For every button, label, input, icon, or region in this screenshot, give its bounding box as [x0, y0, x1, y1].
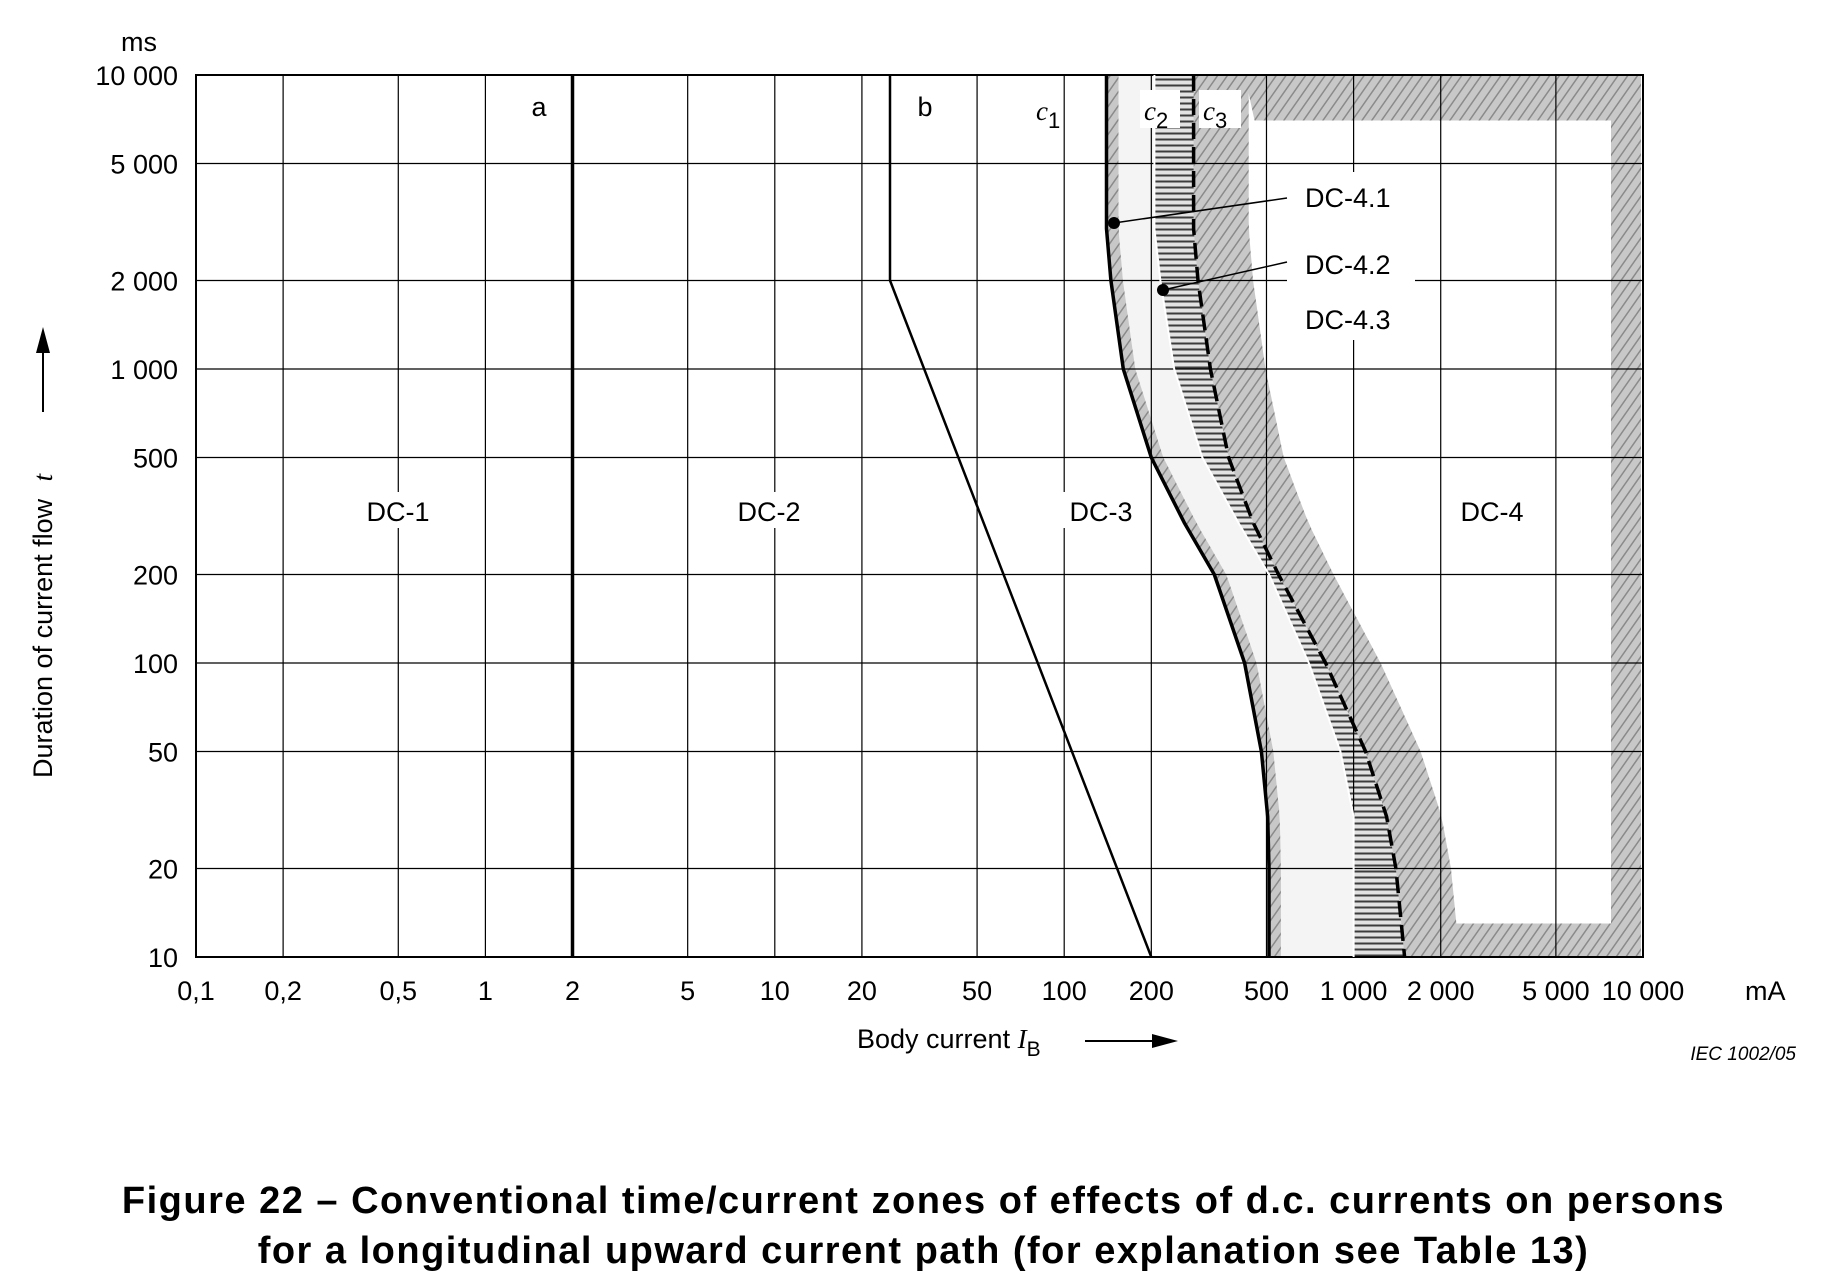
x-tick-label: 2 000: [1407, 976, 1475, 1006]
x-tick-label: 1 000: [1320, 976, 1388, 1006]
x-tick-label: 50: [962, 976, 992, 1006]
y-tick-label: 50: [148, 738, 178, 768]
y-tick-label: 20: [148, 854, 178, 884]
annotation-dc42: DC-4.2: [1305, 250, 1391, 280]
y-tick-label: 10: [148, 943, 178, 973]
curve-label-c2-sub: 2: [1156, 108, 1168, 133]
y-axis-arrow-icon: [36, 327, 50, 412]
c3-label-backdrop: [1199, 90, 1241, 128]
caption-line-2: for a longitudinal upward current path (…: [257, 1230, 1590, 1272]
y-tick-label: 5 000: [110, 150, 178, 180]
curve-label-c1-base: c: [1036, 96, 1048, 126]
zone-dc3-backdrop: [1063, 492, 1139, 528]
x-tick-label: 100: [1042, 976, 1087, 1006]
shaded-regions: [1106, 75, 1641, 957]
x-tick-label: 10 000: [1602, 976, 1685, 1006]
x-unit-label: mA: [1745, 976, 1786, 1006]
y-axis-label-prefix: Duration of current flow: [28, 491, 58, 778]
zone-label-dc4: DC-4: [1460, 497, 1523, 527]
x-axis-arrow-icon: [1085, 1034, 1178, 1048]
y-unit-label: ms: [121, 27, 157, 57]
zone-label-dc1: DC-1: [366, 497, 429, 527]
curve-label-c3: c3: [1203, 96, 1227, 133]
x-tick-label: 20: [847, 976, 877, 1006]
x-tick-label: 2: [565, 976, 580, 1006]
x-tick-label: 5: [680, 976, 695, 1006]
series-line-c1: [1104, 75, 1271, 957]
figure-caption: Figure 22 – Conventional time/current zo…: [0, 1176, 1847, 1276]
zone-label-dc2: DC-2: [737, 497, 800, 527]
c2-label-backdrop: [1140, 90, 1180, 128]
annotation-backdrop: [1287, 172, 1415, 340]
tick-labels: 0,1 0,2 0,5 1 2 5 10 20 50 100 200 500 1 000 2 000 5 0…: [95, 61, 1684, 1006]
x-axis-label: Body current IB: [857, 1024, 1041, 1061]
curve-label-c1: c1: [1036, 96, 1060, 133]
curve-label-c3-base: c: [1203, 96, 1215, 126]
x-tick-label: 1: [478, 976, 493, 1006]
y-tick-label: 500: [133, 444, 178, 474]
caption-line-1: Figure 22 – Conventional time/current zo…: [121, 1180, 1726, 1222]
leader-dc41: [1113, 197, 1288, 224]
curve-label-c3-sub: 3: [1215, 108, 1227, 133]
x-tick-label: 0,2: [264, 976, 302, 1006]
annotation-dc43: DC-4.3: [1305, 305, 1391, 335]
series-line-c2: [1153, 75, 1355, 957]
series-line-c3: [1191, 75, 1407, 958]
zone-label-dc3: DC-3: [1069, 497, 1132, 527]
x-axis-label-prefix: Body current: [857, 1024, 1018, 1054]
y-axis-label: Duration of current flow t: [28, 472, 58, 778]
curves: [570, 75, 1407, 958]
annotation-dc41: DC-4.1: [1305, 183, 1391, 213]
marker-dc42: [1157, 284, 1169, 296]
zone-dc1-backdrop: [360, 492, 436, 528]
y-tick-label: 1 000: [110, 355, 178, 385]
y-tick-label: 200: [133, 560, 178, 590]
x-tick-label: 0,1: [177, 976, 215, 1006]
curve-label-c2: c2: [1144, 96, 1168, 133]
marker-dc41: [1108, 217, 1120, 229]
x-tick-label: 10: [760, 976, 790, 1006]
x-tick-label: 500: [1244, 976, 1289, 1006]
zone-dc4-backdrop: [1454, 492, 1530, 528]
line-label-b: b: [917, 92, 932, 122]
figure-credit: IEC 1002/05: [1690, 1044, 1796, 1065]
light-band: [1118, 75, 1354, 957]
curve-label-c2-base: c: [1144, 96, 1156, 126]
zone-dc2-backdrop: [731, 492, 807, 528]
y-tick-label: 2 000: [110, 266, 178, 296]
chart: 0,1 0,2 0,5 1 2 5 10 20 50 100 200 500 1 000 2 000 5 0…: [28, 27, 1796, 1065]
x-tick-label: 0,5: [380, 976, 418, 1006]
y-tick-label: 100: [133, 649, 178, 679]
x-tick-label: 5 000: [1522, 976, 1590, 1006]
curve-label-c1-sub: 1: [1048, 108, 1060, 133]
series-line-b: [888, 75, 1153, 958]
line-label-a: a: [531, 92, 547, 122]
y-axis-label-symbol: t: [28, 472, 58, 481]
plot-frame: [195, 74, 1644, 958]
x-axis-label-symbol: I: [1017, 1024, 1029, 1054]
leader-dc42: [1162, 261, 1288, 291]
striped-band: [1154, 75, 1405, 957]
x-tick-label: 200: [1129, 976, 1174, 1006]
x-axis-label-subscript: B: [1027, 1038, 1041, 1061]
y-tick-label: 10 000: [95, 61, 178, 91]
